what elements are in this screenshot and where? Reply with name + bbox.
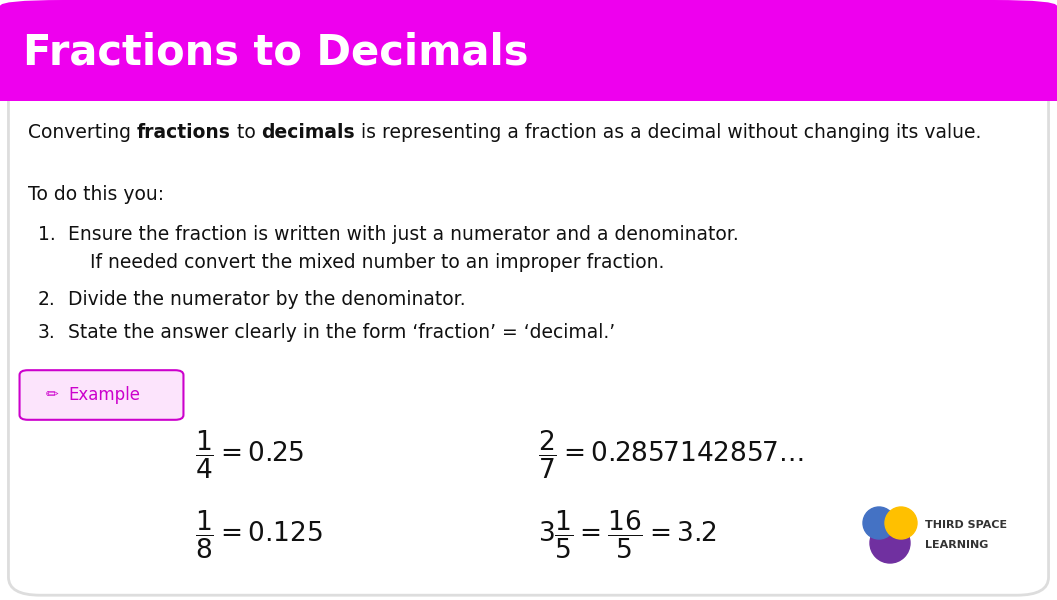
Text: $3\dfrac{1}{5} = \dfrac{16}{5} = 3.2$: $3\dfrac{1}{5} = \dfrac{16}{5} = 3.2$ — [538, 509, 717, 561]
Text: fractions: fractions — [137, 123, 230, 142]
Text: $\dfrac{1}{4} = 0.25$: $\dfrac{1}{4} = 0.25$ — [194, 429, 304, 481]
Circle shape — [885, 507, 917, 539]
Text: Fractions to Decimals: Fractions to Decimals — [23, 31, 528, 73]
Text: LEARNING: LEARNING — [925, 540, 988, 550]
Text: Ensure the fraction is written with just a numerator and a denominator.: Ensure the fraction is written with just… — [68, 225, 739, 244]
Text: ✏: ✏ — [47, 388, 59, 403]
Text: Divide the numerator by the denominator.: Divide the numerator by the denominator. — [68, 290, 466, 309]
Text: To do this you:: To do this you: — [27, 185, 164, 204]
Text: If needed convert the mixed number to an improper fraction.: If needed convert the mixed number to an… — [90, 253, 665, 272]
Text: to: to — [230, 123, 262, 142]
Text: decimals: decimals — [262, 123, 355, 142]
Circle shape — [863, 507, 895, 539]
Text: is representing a fraction as a decimal without changing its value.: is representing a fraction as a decimal … — [355, 123, 982, 142]
Text: 3.: 3. — [38, 323, 56, 342]
Text: THIRD SPACE: THIRD SPACE — [925, 520, 1007, 530]
Text: 1.: 1. — [38, 225, 56, 244]
Text: $\dfrac{2}{7} = 0.2857142857\ldots$: $\dfrac{2}{7} = 0.2857142857\ldots$ — [538, 429, 803, 481]
Text: State the answer clearly in the form ‘fraction’ = ‘decimal.’: State the answer clearly in the form ‘fr… — [68, 323, 615, 342]
Text: 2.: 2. — [38, 290, 56, 309]
Circle shape — [870, 523, 910, 563]
Text: Converting: Converting — [27, 123, 137, 142]
Text: $\dfrac{1}{8} = 0.125$: $\dfrac{1}{8} = 0.125$ — [194, 509, 322, 561]
FancyBboxPatch shape — [0, 0, 1057, 116]
FancyBboxPatch shape — [19, 370, 184, 420]
Text: Example: Example — [68, 386, 140, 404]
